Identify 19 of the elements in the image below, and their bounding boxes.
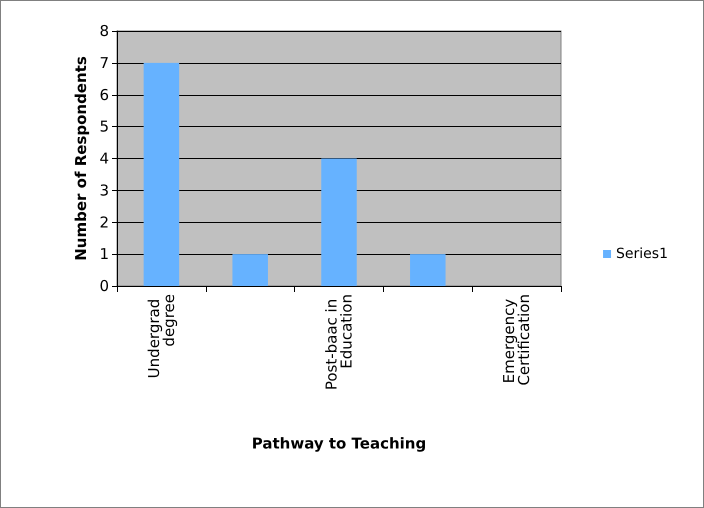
x-tick-label: Emergency Certification: [500, 294, 534, 386]
y-axis-title: Number of Respondents: [72, 56, 90, 261]
bar: [410, 254, 446, 286]
legend-label: Series1: [616, 246, 668, 262]
y-tick-label: 0: [99, 277, 109, 295]
bar: [232, 254, 268, 286]
y-tick-label: 3: [99, 181, 109, 200]
y-tick-label: 7: [99, 54, 109, 72]
bar: [144, 62, 180, 286]
y-tick-label: 8: [99, 22, 109, 40]
x-tick-label: Post-baac in Education: [322, 294, 356, 390]
x-tick-label: Undergrad degree: [144, 294, 178, 378]
bar: [321, 158, 357, 286]
y-tick-label: 6: [99, 86, 109, 104]
y-tick-label: 5: [99, 118, 109, 136]
y-tick-label: 1: [99, 245, 109, 264]
y-tick-label: 4: [99, 150, 109, 168]
x-axis-title: Pathway to Teaching: [252, 434, 426, 452]
y-tick-label: 2: [99, 213, 109, 232]
